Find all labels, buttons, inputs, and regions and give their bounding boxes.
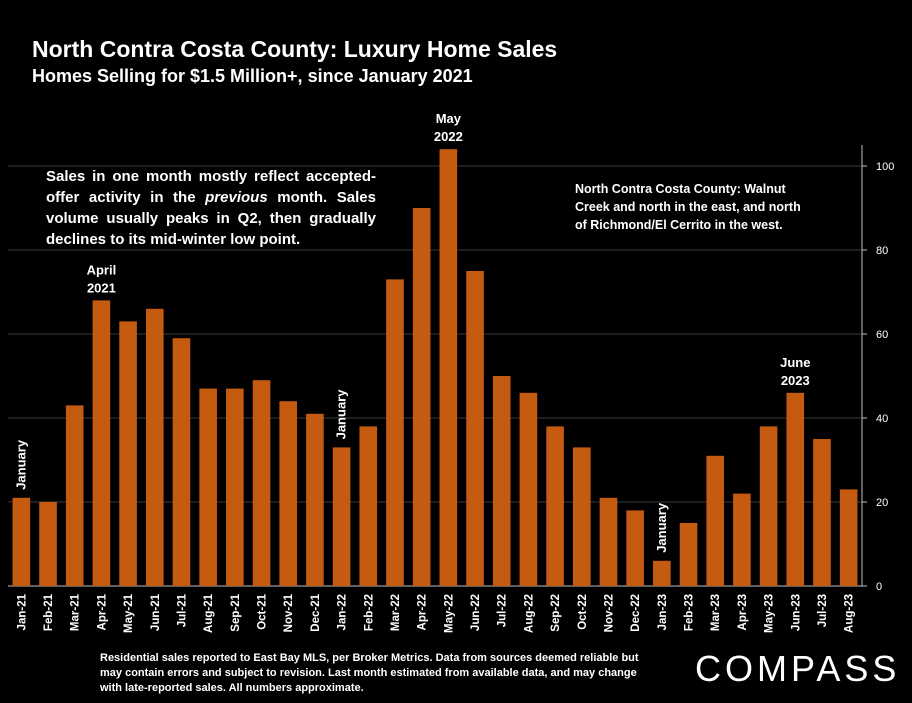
x-tick-label: May-21 <box>123 593 135 633</box>
note-left-part1: Sales in one month mostly reflect accept… <box>46 168 376 206</box>
bar <box>706 455 725 586</box>
x-tick-label: Jan-21 <box>16 593 28 630</box>
x-tick-label: Oct-22 <box>577 594 589 630</box>
note-right: North Contra Costa County: Walnut Creek … <box>575 182 801 232</box>
bar <box>492 376 511 586</box>
chart-title: North Contra Costa County: Luxury Home S… <box>32 36 558 62</box>
x-tick-label: Nov-22 <box>603 594 615 632</box>
x-tick-label: Nov-21 <box>283 593 295 632</box>
y-tick-label: 60 <box>876 329 888 341</box>
x-tick-label: Sep-22 <box>550 594 562 632</box>
x-tick-label: Apr-22 <box>417 594 429 630</box>
bar <box>92 300 111 586</box>
bar <box>466 271 484 586</box>
bar <box>172 338 191 586</box>
bar <box>626 510 644 586</box>
bar <box>786 392 805 586</box>
bar-annotation: May <box>436 111 462 126</box>
bar <box>199 388 217 586</box>
x-tick-label: Aug-21 <box>203 593 215 633</box>
x-tick-label: Mar-22 <box>390 594 402 631</box>
bar <box>145 308 164 586</box>
bar <box>386 279 404 586</box>
note-left: Sales in one month mostly reflect accept… <box>46 166 376 250</box>
compass-logo: COMPASS <box>695 648 901 689</box>
x-tick-label: Mar-21 <box>70 593 82 631</box>
bar <box>733 493 751 586</box>
x-tick-label: Aug-22 <box>523 594 535 633</box>
note-left-italic: previous <box>205 189 268 206</box>
bar <box>412 208 431 586</box>
x-tick-label: Jun-23 <box>790 594 802 631</box>
bar-annotation: April <box>87 262 117 277</box>
x-tick-label: Feb-21 <box>43 593 55 631</box>
bar <box>252 380 271 586</box>
x-tick-label: Dec-21 <box>310 593 322 631</box>
bar <box>65 405 84 586</box>
x-tick-label: May-23 <box>764 594 776 633</box>
x-tick-label: Jun-21 <box>150 593 162 631</box>
bar-annotation: 2021 <box>87 280 116 295</box>
bar <box>653 560 671 586</box>
x-tick-label: Apr-21 <box>96 593 108 630</box>
x-tick-label: Jan-22 <box>337 594 349 630</box>
y-tick-label: 100 <box>876 161 894 173</box>
x-tick-label: Feb-23 <box>684 594 696 631</box>
footer-disclaimer: Residential sales reported to East Bay M… <box>100 652 639 694</box>
x-tick-label: May-22 <box>443 594 455 633</box>
bar <box>279 401 298 586</box>
bar <box>519 392 538 586</box>
bar <box>12 497 31 586</box>
x-tick-label: Jun-22 <box>470 594 482 631</box>
bar-annotation: January <box>13 439 28 490</box>
bar-annotation: January <box>334 389 349 440</box>
y-tick-label: 40 <box>876 413 888 425</box>
annotations: January April 2021 January May 2022 January Jun… <box>13 111 810 553</box>
bar <box>599 497 618 586</box>
bar <box>439 149 458 586</box>
bar <box>359 426 378 586</box>
bar <box>572 447 591 586</box>
x-tick-label: Oct-21 <box>257 593 269 629</box>
note-left-part2: month. Sales volume usually peaks in Q2,… <box>46 189 376 248</box>
bar-annotation: 2023 <box>781 373 810 388</box>
x-tick-label: Jul-21 <box>176 593 188 627</box>
x-tick-label: Jul-22 <box>497 594 509 627</box>
bar <box>306 413 324 586</box>
x-tick-label: Jul-23 <box>817 594 829 627</box>
chart-subtitle: Homes Selling for $1.5 Million+, since J… <box>32 66 473 86</box>
bar-annotation: June <box>780 355 810 370</box>
x-tick-label: Aug-23 <box>844 594 856 633</box>
bar <box>39 502 57 586</box>
x-axis-ticks: Jan-21 Feb-21 Mar-21 Apr-21 May-21 Jun-21 Jul-… <box>16 593 855 633</box>
y-tick-label: 20 <box>876 497 888 509</box>
bar <box>839 489 858 586</box>
x-tick-label: Jan-23 <box>657 594 669 630</box>
x-tick-label: Mar-23 <box>710 594 722 631</box>
y-tick-label: 80 <box>876 245 888 257</box>
x-tick-label: Sep-21 <box>230 593 242 631</box>
y-tick-label: 0 <box>876 581 882 593</box>
bar <box>332 447 351 586</box>
bar <box>119 321 137 586</box>
x-tick-label: Feb-22 <box>363 594 375 631</box>
bar <box>813 439 831 586</box>
bar-annotation: January <box>654 502 669 553</box>
bars <box>12 149 858 586</box>
bar <box>759 426 778 586</box>
y-axis-ticks: 0 20 40 60 80 100 <box>861 145 894 593</box>
bar <box>546 426 564 586</box>
bar <box>226 388 244 586</box>
x-tick-label: Dec-22 <box>630 594 642 632</box>
x-tick-label: Apr-23 <box>737 594 749 630</box>
bar-annotation: 2022 <box>434 129 463 144</box>
bar <box>679 523 698 586</box>
